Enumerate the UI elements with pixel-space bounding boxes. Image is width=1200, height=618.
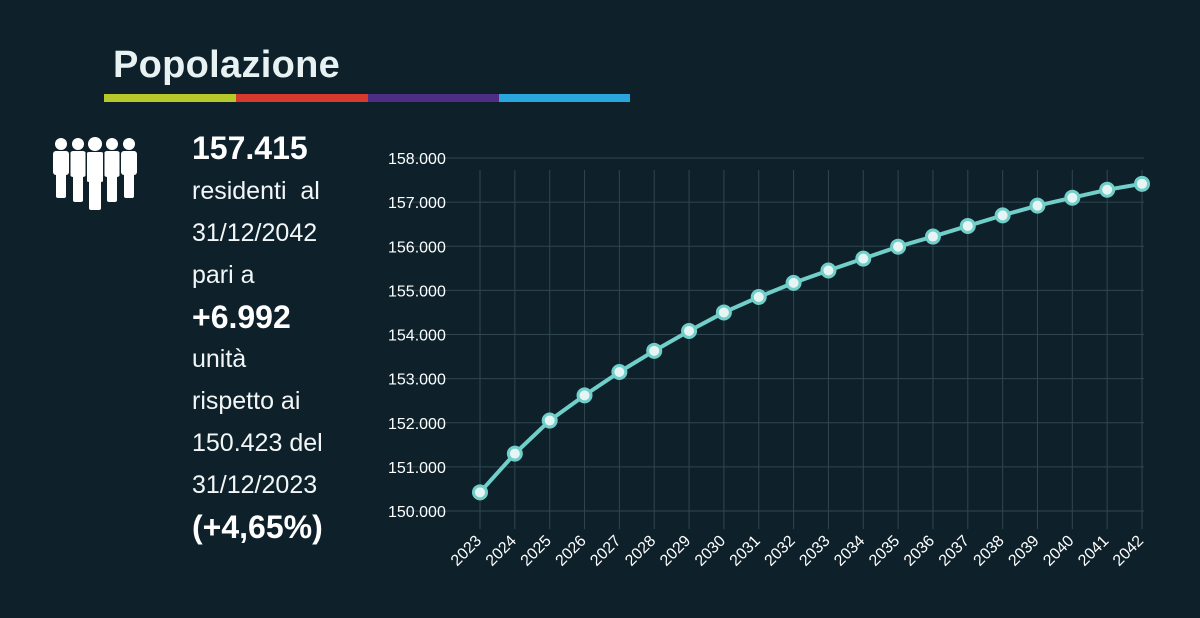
x-tick-label: 2025 xyxy=(518,532,555,569)
data-point xyxy=(576,387,593,404)
summary-line-1: residenti al xyxy=(192,177,320,205)
y-tick-label: 152.000 xyxy=(388,416,446,433)
x-tick-label: 2028 xyxy=(622,532,659,569)
x-tick-label: 2023 xyxy=(448,532,485,569)
data-point xyxy=(715,304,732,321)
percent-change: (+4,65%) xyxy=(192,509,323,545)
summary-line-3: pari a xyxy=(192,261,255,289)
data-point xyxy=(1064,189,1081,206)
data-point xyxy=(541,412,558,429)
data-point xyxy=(785,274,802,291)
data-point xyxy=(1029,197,1046,214)
x-tick-label: 2035 xyxy=(866,532,903,569)
y-tick-label: 156.000 xyxy=(388,239,446,256)
x-tick-label: 2042 xyxy=(1110,532,1147,569)
y-tick-label: 151.000 xyxy=(388,460,446,477)
x-tick-label: 2031 xyxy=(727,532,764,569)
data-point xyxy=(1134,175,1150,192)
y-tick-label: 157.000 xyxy=(388,195,446,212)
y-tick-label: 155.000 xyxy=(388,283,446,300)
summary-line-5: rispetto ai xyxy=(192,387,301,415)
series-line xyxy=(478,181,1143,494)
summary-line-4: unità xyxy=(192,345,247,373)
x-tick-label: 2032 xyxy=(762,532,799,569)
x-tick-label: 2040 xyxy=(1040,532,1077,569)
summary-panel: 157.415 residenti al 31/12/2042 pari a +… xyxy=(192,126,362,548)
x-tick-label: 2029 xyxy=(657,532,694,569)
data-point xyxy=(681,322,698,339)
data-point xyxy=(506,445,523,462)
x-tick-label: 2030 xyxy=(692,532,729,569)
data-point xyxy=(750,288,767,305)
x-tick-label: 2033 xyxy=(796,532,833,569)
data-point xyxy=(855,250,872,267)
color-stripe-1 xyxy=(104,94,236,102)
x-tick-label: 2037 xyxy=(936,532,973,569)
data-point xyxy=(890,238,907,255)
color-stripe-2 xyxy=(236,94,368,102)
color-stripe-3 xyxy=(368,94,500,102)
data-point xyxy=(924,228,941,245)
summary-line-7: 31/12/2023 xyxy=(192,471,318,499)
data-point xyxy=(646,342,663,359)
total-residents: 157.415 xyxy=(192,130,308,166)
color-stripe-4 xyxy=(499,94,630,102)
x-tick-label: 2034 xyxy=(831,532,868,569)
data-point xyxy=(611,364,628,381)
data-point xyxy=(994,207,1011,224)
delta-value: +6.992 xyxy=(192,299,291,335)
people-group-icon xyxy=(53,137,137,210)
data-point xyxy=(820,262,837,279)
page-title: Popolazione xyxy=(113,44,341,86)
x-tick-label: 2024 xyxy=(483,532,520,569)
summary-line-2: 31/12/2042 xyxy=(192,219,318,247)
x-tick-label: 2041 xyxy=(1075,532,1112,569)
data-point xyxy=(959,217,976,234)
y-tick-label: 150.000 xyxy=(388,504,446,521)
x-tick-label: 2027 xyxy=(587,532,624,569)
x-tick-label: 2039 xyxy=(1005,532,1042,569)
data-point xyxy=(472,484,488,501)
data-point xyxy=(1099,181,1116,198)
x-tick-label: 2026 xyxy=(553,532,590,569)
x-tick-label: 2036 xyxy=(901,532,938,569)
y-tick-label: 153.000 xyxy=(388,372,446,389)
y-tick-label: 158.000 xyxy=(388,151,446,168)
summary-line-6: 150.423 del xyxy=(192,429,323,457)
x-tick-label: 2038 xyxy=(971,532,1008,569)
y-tick-label: 154.000 xyxy=(388,328,446,345)
